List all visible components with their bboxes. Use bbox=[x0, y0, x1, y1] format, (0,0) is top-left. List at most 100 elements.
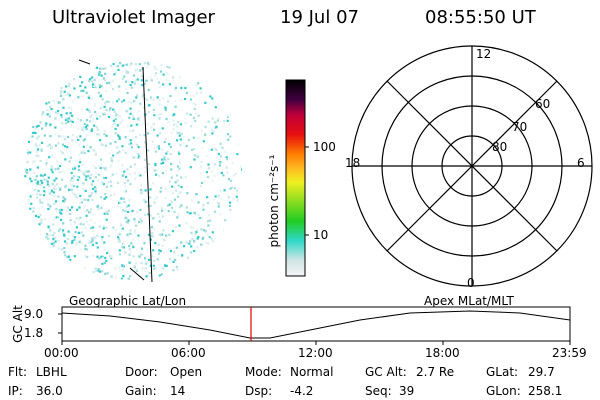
image-pixel bbox=[121, 145, 124, 148]
image-pixel bbox=[48, 198, 51, 201]
image-pixel bbox=[114, 228, 117, 232]
image-pixel bbox=[85, 248, 88, 251]
image-pixel bbox=[147, 149, 150, 152]
image-pixel bbox=[59, 170, 62, 174]
image-pixel bbox=[190, 125, 193, 128]
image-pixel bbox=[80, 201, 83, 204]
image-pixel bbox=[77, 96, 80, 99]
image-pixel bbox=[143, 97, 146, 100]
image-pixel bbox=[174, 105, 177, 108]
image-pixel bbox=[187, 138, 190, 142]
image-pixel bbox=[49, 135, 52, 138]
seq-value: 39 bbox=[399, 384, 415, 398]
image-pixel bbox=[167, 120, 170, 123]
mode-value: Normal bbox=[290, 365, 334, 379]
image-pixel bbox=[105, 82, 109, 85]
image-pixel bbox=[35, 193, 39, 196]
image-pixel bbox=[118, 89, 121, 92]
image-pixel bbox=[122, 275, 125, 278]
image-pixel bbox=[60, 92, 63, 95]
image-pixel bbox=[26, 151, 29, 154]
image-pixel bbox=[48, 113, 52, 116]
colorbar-unit-label: photon cm⁻²s⁻¹ bbox=[267, 154, 281, 248]
image-pixel bbox=[204, 133, 207, 136]
image-pixel bbox=[133, 172, 137, 175]
image-pixel bbox=[55, 111, 58, 114]
image-pixel bbox=[107, 209, 110, 213]
image-pixel bbox=[124, 151, 127, 154]
image-pixel bbox=[68, 94, 71, 97]
image-pixel bbox=[165, 138, 168, 141]
image-pixel bbox=[178, 134, 181, 137]
image-pixel bbox=[144, 262, 148, 265]
image-pixel bbox=[73, 167, 76, 170]
image-pixel bbox=[24, 170, 27, 173]
image-pixel bbox=[141, 190, 144, 193]
image-pixel bbox=[98, 83, 101, 87]
image-pixel bbox=[94, 187, 97, 190]
door-value: Open bbox=[170, 365, 203, 379]
image-pixel bbox=[98, 270, 101, 273]
image-pixel bbox=[45, 233, 49, 236]
image-pixel bbox=[133, 163, 136, 166]
image-pixel bbox=[156, 78, 159, 81]
image-pixel bbox=[52, 191, 56, 194]
image-pixel bbox=[157, 212, 160, 215]
image-pixel bbox=[204, 241, 208, 244]
image-pixel bbox=[87, 242, 90, 245]
image-pixel bbox=[102, 77, 105, 80]
image-pixel bbox=[71, 120, 74, 123]
image-pixel bbox=[103, 197, 106, 200]
image-pixel bbox=[57, 216, 60, 219]
image-pixel bbox=[159, 190, 162, 193]
image-pixel bbox=[33, 160, 37, 163]
image-pixel bbox=[223, 189, 226, 192]
image-pixel bbox=[225, 158, 229, 161]
image-pixel bbox=[178, 152, 181, 155]
image-pixel bbox=[70, 108, 73, 112]
image-pixel bbox=[41, 205, 44, 208]
image-pixel bbox=[134, 229, 137, 232]
image-pixel bbox=[115, 172, 118, 175]
image-pixel bbox=[103, 105, 106, 108]
image-pixel bbox=[157, 145, 160, 148]
image-pixel bbox=[98, 225, 101, 228]
image-pixel bbox=[118, 233, 121, 236]
image-pixel bbox=[145, 79, 148, 82]
image-pixel bbox=[105, 259, 108, 262]
image-pixel bbox=[67, 92, 70, 95]
image-pixel bbox=[36, 137, 39, 140]
image-pixel bbox=[118, 266, 121, 269]
image-pixel bbox=[133, 82, 136, 85]
glon-value: 258.1 bbox=[528, 384, 563, 398]
image-pixel bbox=[130, 124, 133, 127]
image-pixel bbox=[34, 143, 37, 147]
image-pixel bbox=[82, 149, 85, 152]
image-pixel bbox=[74, 242, 77, 245]
image-pixel bbox=[95, 125, 98, 129]
image-pixel bbox=[53, 179, 56, 182]
image-pixel bbox=[129, 165, 132, 168]
image-pixel bbox=[139, 217, 142, 220]
image-pixel bbox=[101, 98, 104, 101]
image-pixel bbox=[134, 136, 137, 139]
image-pixel bbox=[226, 119, 229, 122]
image-pixel bbox=[190, 251, 193, 254]
image-pixel bbox=[119, 62, 122, 65]
image-pixel bbox=[58, 228, 61, 231]
image-pixel bbox=[211, 240, 214, 243]
image-pixel bbox=[106, 211, 109, 214]
image-pixel bbox=[130, 62, 133, 65]
image-pixel bbox=[103, 177, 106, 180]
image-pixel bbox=[140, 184, 143, 187]
apex-mlat-mlt-label: Apex MLat/MLT bbox=[424, 294, 514, 308]
image-pixel bbox=[231, 186, 234, 189]
image-pixel bbox=[32, 160, 35, 163]
image-pixel bbox=[41, 141, 44, 144]
door-label: Door: bbox=[125, 365, 158, 379]
image-pixel bbox=[169, 145, 172, 148]
image-pixel bbox=[159, 132, 162, 135]
image-pixel bbox=[97, 164, 100, 168]
image-pixel bbox=[162, 159, 165, 162]
image-pixel bbox=[183, 97, 187, 101]
